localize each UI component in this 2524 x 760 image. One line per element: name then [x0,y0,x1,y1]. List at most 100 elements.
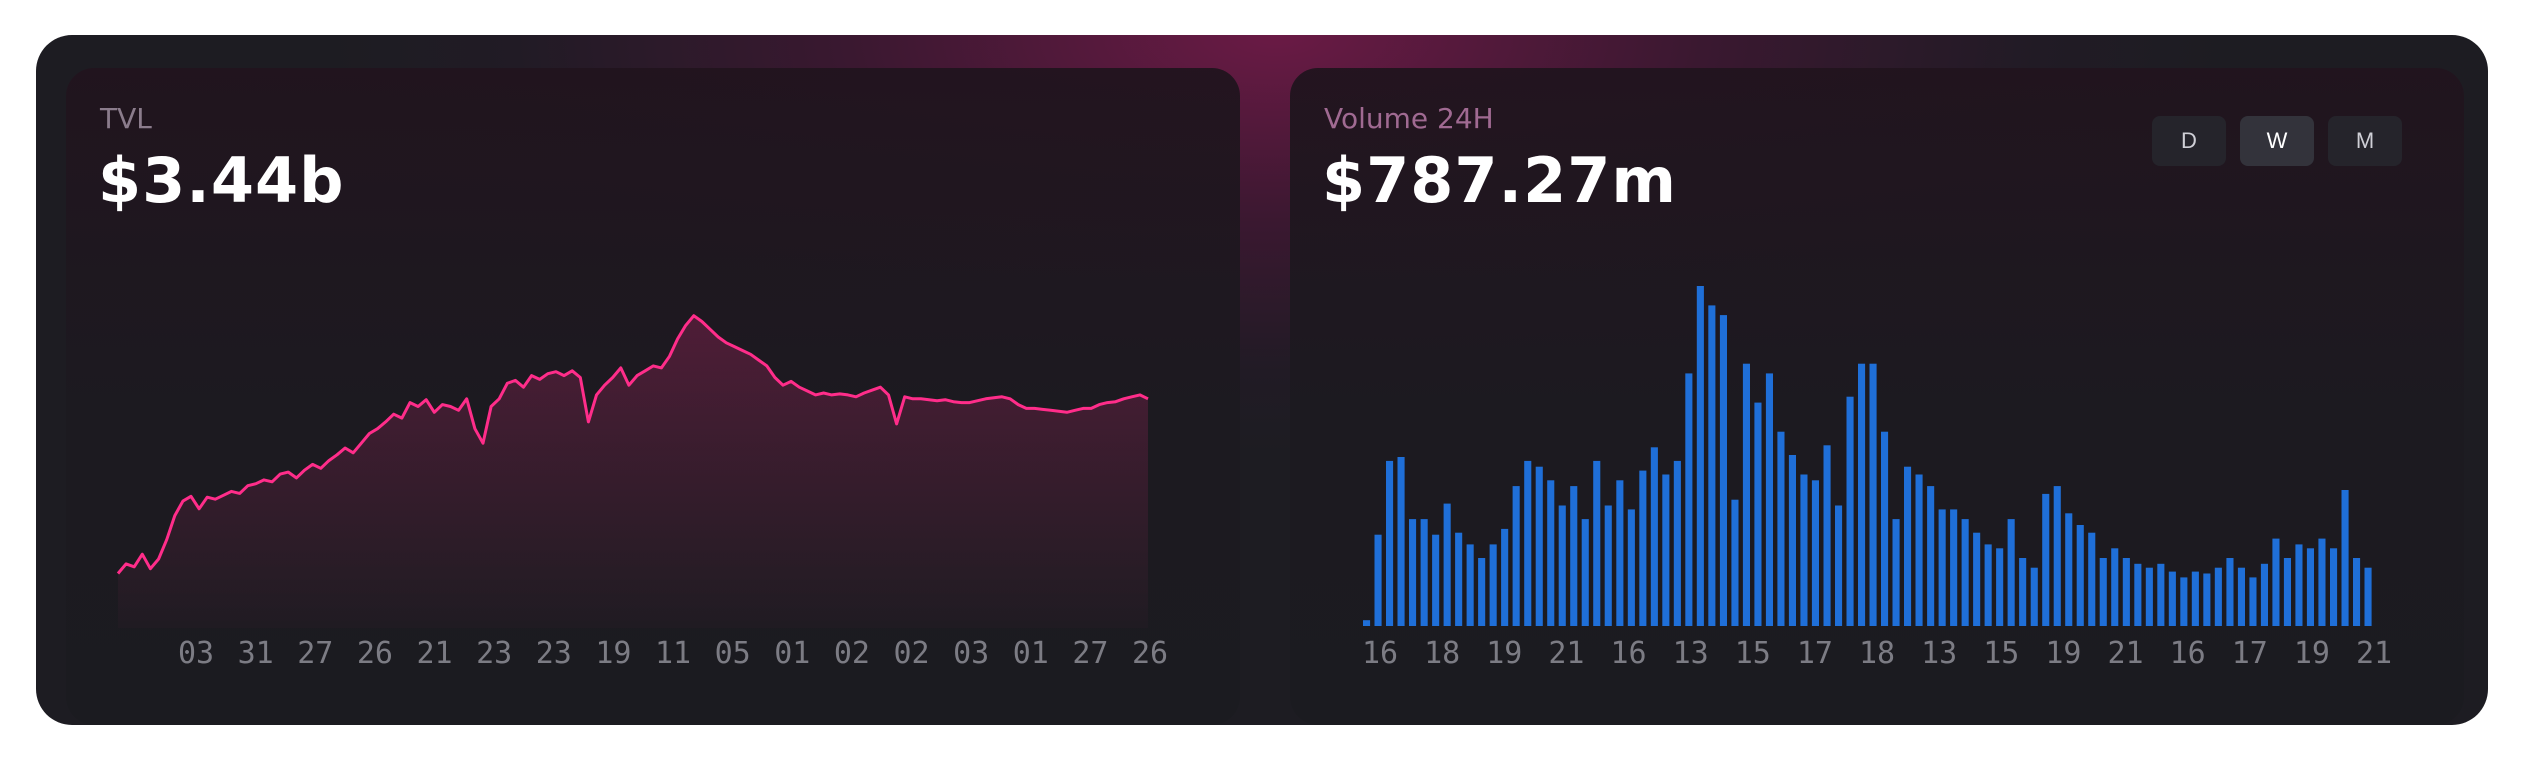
tvl-label: TVL [100,102,152,135]
volume-bar[interactable] [2272,538,2280,626]
volume-bar[interactable] [1742,363,1750,626]
volume-bar[interactable] [1363,620,1371,626]
volume-bar[interactable] [1409,519,1417,626]
volume-bar[interactable] [1685,373,1693,626]
volume-bar[interactable] [1904,466,1912,626]
volume-bar[interactable] [1466,544,1474,626]
volume-bar[interactable] [2111,548,2119,626]
volume-bar[interactable] [1432,534,1440,626]
volume-bar[interactable] [1616,480,1624,626]
volume-bar[interactable] [2364,567,2372,626]
volume-tick-label: 15 [1735,636,1771,671]
volume-bar[interactable] [1719,315,1727,626]
volume-bar[interactable] [1858,363,1866,626]
volume-bar[interactable] [2042,493,2050,626]
volume-bar[interactable] [1892,519,1900,626]
volume-bar[interactable] [2226,558,2234,626]
volume-bar[interactable] [1950,509,1958,626]
tvl-tick-label: 02 [834,636,870,671]
volume-bar[interactable] [1489,544,1497,626]
volume-bar[interactable] [1662,474,1670,627]
volume-bar[interactable] [2260,563,2268,626]
volume-bar[interactable] [1731,499,1739,626]
volume-bar[interactable] [2191,571,2199,626]
volume-value: $787.27m [1322,144,1677,217]
volume-bar[interactable] [1708,305,1716,626]
volume-bar[interactable] [2007,519,2015,626]
volume-bar[interactable] [2249,577,2257,626]
volume-bar[interactable] [2353,558,2361,626]
volume-bar[interactable] [1765,373,1773,626]
volume-bar[interactable] [1835,505,1843,627]
volume-bar[interactable] [2099,558,2107,626]
volume-bar[interactable] [1512,486,1520,626]
volume-tick-label: 15 [1983,636,2019,671]
volume-bar[interactable] [1996,548,2004,626]
volume-bar[interactable] [2122,558,2130,626]
volume-bar[interactable] [2306,548,2314,626]
volume-bar[interactable] [2168,571,2176,626]
volume-bar[interactable] [1524,460,1532,626]
volume-bar[interactable] [1788,455,1796,626]
volume-bar[interactable] [1478,558,1486,626]
volume-bar[interactable] [1650,447,1658,626]
tab-day[interactable]: D [2152,116,2226,166]
volume-bar[interactable] [1627,509,1635,626]
volume-bar[interactable] [1673,460,1681,626]
volume-bar[interactable] [1558,505,1566,627]
volume-bar[interactable] [1535,466,1543,626]
volume-bar[interactable] [2330,548,2338,626]
volume-bar[interactable] [2283,558,2291,626]
volume-bar[interactable] [1696,286,1704,626]
volume-bar[interactable] [2053,486,2061,626]
volume-bar[interactable] [2088,532,2096,626]
tvl-tick-label: 03 [953,636,989,671]
volume-bar[interactable] [2237,567,2245,626]
volume-bar[interactable] [1915,474,1923,627]
volume-bar[interactable] [1604,505,1612,627]
volume-bar[interactable] [1386,460,1394,626]
volume-bar[interactable] [1800,474,1808,627]
volume-bar[interactable] [1420,519,1428,626]
tvl-x-axis: 03 31 27 26 21 23 23 19 11 05 01 02 02 03 01 27 26 [178,636,1168,671]
volume-bar[interactable] [1881,431,1889,626]
volume-bar[interactable] [1754,402,1762,626]
volume-bar[interactable] [2157,563,2165,626]
volume-bar[interactable] [1984,544,1992,626]
volume-bar[interactable] [2318,538,2326,626]
volume-bar[interactable] [2203,573,2211,627]
volume-bar[interactable] [2145,567,2153,626]
volume-bar[interactable] [1374,534,1382,626]
volume-bar[interactable] [1846,396,1854,626]
volume-bar[interactable] [2295,544,2303,626]
volume-bar[interactable] [2341,490,2349,626]
volume-bars [1363,286,2372,626]
volume-bar[interactable] [1639,470,1647,626]
volume-bar[interactable] [2134,563,2142,626]
volume-bar[interactable] [1927,486,1935,626]
volume-bar[interactable] [1823,445,1831,626]
tab-week[interactable]: W [2240,116,2314,166]
volume-bar[interactable] [1501,528,1509,626]
volume-bar[interactable] [1973,532,1981,626]
volume-bar[interactable] [1581,519,1589,626]
volume-bar[interactable] [1938,509,1946,626]
volume-bar[interactable] [2030,567,2038,626]
volume-card: 16 18 19 21 16 13 15 17 18 13 15 19 21 16 17 19 21 Volum… [1290,68,2464,725]
volume-bar[interactable] [1777,431,1785,626]
volume-bar[interactable] [1961,519,1969,626]
volume-bar[interactable] [2019,558,2027,626]
volume-bar[interactable] [1570,486,1578,626]
volume-bar[interactable] [1869,363,1877,626]
volume-bar[interactable] [1397,457,1405,626]
tab-month[interactable]: M [2328,116,2402,166]
volume-bar[interactable] [1593,460,1601,626]
volume-bar[interactable] [2076,525,2084,626]
volume-bar[interactable] [2065,513,2073,626]
volume-bar[interactable] [1443,503,1451,626]
volume-bar[interactable] [2214,567,2222,626]
volume-bar[interactable] [1547,480,1555,626]
volume-bar[interactable] [2180,577,2188,626]
volume-bar[interactable] [1455,532,1463,626]
volume-bar[interactable] [1811,480,1819,626]
